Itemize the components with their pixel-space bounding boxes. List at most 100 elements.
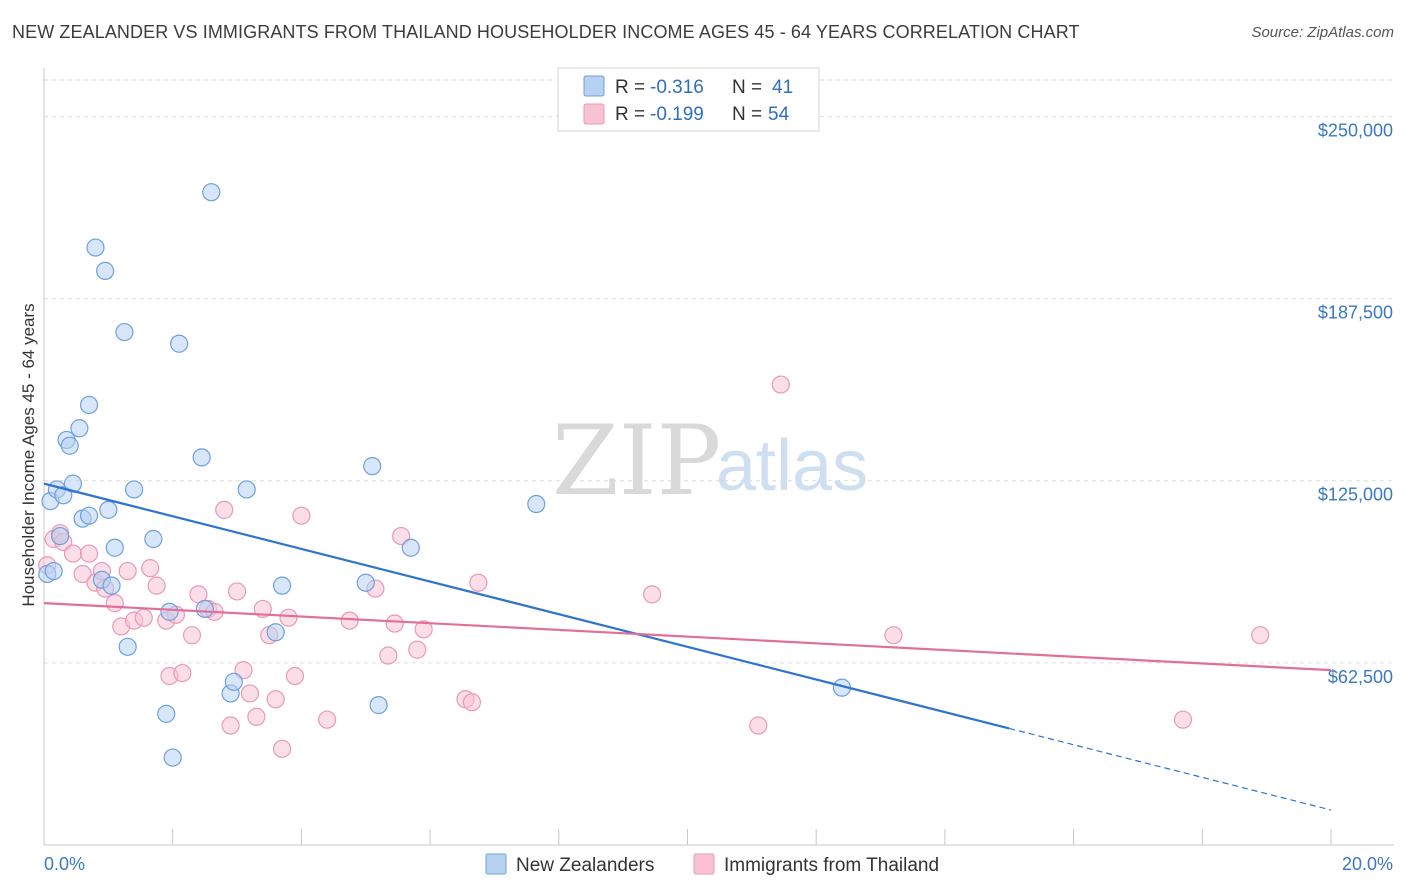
- legend-n-value-1: 41: [772, 77, 793, 98]
- y-axis-tick-labels: $62,500 $125,000 $187,500 $250,000: [1318, 120, 1393, 686]
- thailand-point-48: [469, 573, 488, 592]
- nz-point-32: [266, 623, 285, 642]
- thailand-point-47: [462, 693, 482, 712]
- thailand-point-26: [221, 716, 240, 735]
- nz-point-26: [192, 448, 211, 467]
- nz-point-20: [124, 480, 144, 499]
- nz-point-7: [63, 474, 83, 493]
- thailand-point-29: [240, 684, 260, 703]
- x-tick-label-min: 0.0%: [44, 854, 85, 874]
- thailand-point-38: [318, 710, 337, 729]
- nz-point-11: [79, 395, 99, 415]
- legend-n-value-2: 54: [768, 104, 790, 125]
- y-tick-label-125000: $125,000: [1318, 485, 1393, 505]
- nz-point-8: [70, 419, 89, 438]
- nz-point-40: [44, 561, 63, 581]
- thailand-point-50: [749, 716, 768, 735]
- nz-point-6: [60, 436, 79, 455]
- thailand-point-53: [1173, 710, 1193, 729]
- nz-point-25: [170, 334, 189, 353]
- bottom-legend-swatch-pink: [693, 853, 715, 875]
- thailand-point-34: [272, 739, 292, 758]
- nz-point-15: [99, 500, 118, 519]
- thailand-point-49: [643, 585, 662, 604]
- nz-point-35: [363, 457, 382, 476]
- thailand-point-36: [285, 666, 305, 686]
- watermark-zip: ZIP: [552, 405, 721, 517]
- nz-point-17: [105, 538, 124, 557]
- bottom-legend-swatch-blue: [485, 853, 507, 875]
- thailand-point-15: [141, 559, 160, 578]
- thailand-point-43: [392, 526, 411, 546]
- nz-point-21: [144, 529, 163, 549]
- nz-point-30: [224, 672, 243, 691]
- legend-r-value-1: -0.316: [650, 77, 704, 98]
- nz-point-12: [86, 238, 105, 257]
- trend-lines: [43, 482, 1332, 811]
- nz-point-34: [356, 573, 375, 592]
- thailand-point-14: [134, 608, 153, 627]
- nz-point-4: [54, 486, 73, 505]
- y-tick-label-250000: $250,000: [1318, 120, 1393, 140]
- thailand-point-41: [379, 646, 398, 665]
- thailand-point-54: [1251, 626, 1270, 645]
- thailand-point-30: [247, 707, 266, 726]
- nz-point-36: [369, 696, 388, 715]
- thailand-point-52: [884, 626, 903, 645]
- series-new-zealanders: [38, 183, 852, 767]
- thailand-point-5: [73, 564, 92, 584]
- thailand-point-4: [63, 544, 83, 563]
- nz-point-16: [102, 576, 121, 595]
- x-axis-ticks: [43, 829, 1332, 845]
- nz-point-31: [237, 480, 256, 499]
- trend-line-immigrants-from-thailand: [43, 602, 1332, 672]
- thailand-point-12: [118, 561, 137, 581]
- nz-point-14: [96, 261, 115, 280]
- legend-r-value-2: -0.199: [650, 104, 704, 125]
- thailand-point-39: [340, 611, 359, 630]
- trend-line-new-zealanders: [43, 482, 1010, 730]
- y-tick-label-187500: $187,500: [1318, 303, 1393, 323]
- bottom-legend-label-immigrants-from-thailand: Immigrants from Thailand: [724, 855, 939, 876]
- thailand-point-28: [234, 661, 253, 680]
- bottom-legend-label-new-zealanders: New Zealanders: [516, 855, 654, 876]
- nz-point-28: [202, 183, 221, 202]
- x-tick-label-max: 20.0%: [1342, 854, 1393, 874]
- watermark: ZIP atlas: [552, 405, 868, 517]
- thailand-point-21: [182, 626, 202, 645]
- thailand-point-10: [105, 594, 124, 613]
- legend-swatch-blue: [583, 75, 605, 97]
- thailand-point-37: [292, 506, 311, 525]
- thailand-point-45: [414, 620, 433, 639]
- series-legend: New Zealanders Immigrants from Thailand: [485, 853, 939, 876]
- thailand-point-6: [79, 544, 99, 563]
- watermark-atlas: atlas: [716, 426, 868, 506]
- thailand-point-20: [173, 663, 192, 683]
- thailand-point-35: [279, 608, 298, 627]
- nz-point-23: [160, 602, 179, 621]
- legend-n-label-1: N =: [732, 77, 762, 98]
- y-tick-label-62500: $62,500: [1328, 667, 1393, 687]
- thailand-point-42: [385, 614, 404, 633]
- correlation-legend: R = -0.316 N = 41 R = -0.199 N = 54: [557, 67, 820, 132]
- nz-point-24: [163, 748, 182, 767]
- nz-point-10: [79, 506, 99, 525]
- legend-r-label-2: R =: [615, 104, 645, 125]
- nz-point-27: [195, 599, 214, 619]
- y-axis-label: Householder Income Ages 45 - 64 years: [19, 303, 38, 606]
- thailand-point-33: [266, 690, 285, 709]
- chart-title: NEW ZEALANDER VS IMMIGRANTS FROM THAILAN…: [12, 22, 1080, 42]
- nz-point-38: [527, 494, 546, 514]
- chart-source: Source: ZipAtlas.com: [1251, 24, 1394, 41]
- nz-point-19: [118, 637, 137, 656]
- thailand-point-16: [147, 576, 166, 595]
- thailand-point-44: [408, 640, 427, 659]
- thailand-point-25: [215, 500, 234, 519]
- nz-point-22: [157, 704, 176, 723]
- gridlines: [44, 79, 1394, 664]
- legend-swatch-pink: [583, 103, 605, 125]
- legend-r-label-1: R =: [615, 77, 645, 98]
- nz-point-37: [401, 538, 420, 557]
- thailand-point-51: [771, 375, 790, 394]
